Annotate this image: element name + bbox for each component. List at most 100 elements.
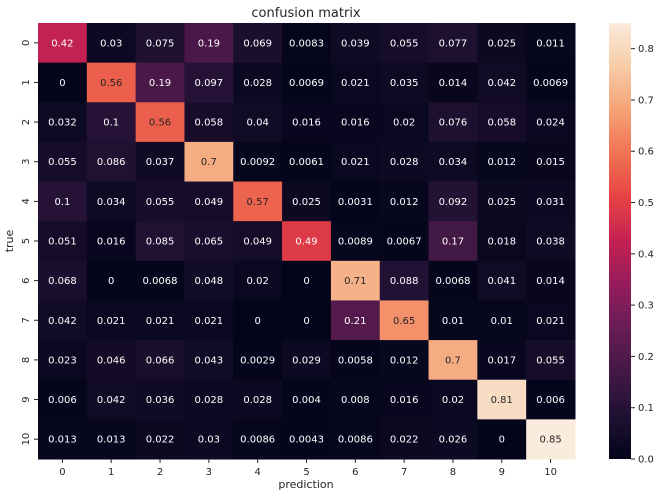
cell-label-10-9: 0	[499, 435, 505, 446]
cell-7-9	[477, 300, 527, 341]
cell-label-5-1: 0.016	[97, 237, 126, 248]
cell-label-6-2: 0.0068	[143, 276, 178, 287]
x-tick-label-8: 8	[450, 467, 456, 478]
x-tick-label-6: 6	[352, 467, 358, 478]
cell-5-2	[135, 221, 185, 262]
cell-label-3-8: 0.034	[439, 157, 468, 168]
cell-6-6	[330, 260, 381, 301]
colorbar-tick-label-7: 0.7	[638, 95, 654, 106]
x-tick-label-7: 7	[401, 467, 407, 478]
cell-10-4	[233, 419, 283, 460]
cell-2-2	[135, 102, 185, 143]
cell-label-8-0: 0.023	[48, 355, 77, 366]
cell-label-7-2: 0.021	[146, 316, 175, 327]
cell-label-5-7: 0.0067	[387, 237, 422, 248]
cell-7-2	[135, 300, 185, 341]
cell-label-2-4: 0.04	[247, 118, 269, 129]
cell-8-6	[330, 340, 381, 381]
cell-7-0	[38, 300, 88, 341]
cell-6-1	[86, 260, 137, 301]
cell-label-2-9: 0.058	[487, 118, 516, 129]
cell-1-1	[86, 62, 137, 103]
cell-3-1	[86, 141, 137, 183]
cell-label-8-5: 0.029	[292, 355, 321, 366]
cell-7-3	[184, 300, 234, 341]
cell-9-4	[233, 379, 283, 420]
x-axis: 0 1 2 3 4 5 6 7 8 9 10	[59, 459, 557, 478]
cell-0-10	[526, 23, 576, 64]
cell-0-0	[38, 23, 88, 64]
cell-7-1	[86, 300, 137, 341]
cell-label-1-9: 0.042	[487, 78, 516, 89]
cell-label-7-1: 0.021	[97, 316, 126, 327]
cell-2-7	[379, 102, 430, 143]
cell-8-5	[282, 340, 332, 381]
cell-8-1	[86, 340, 137, 381]
cell-label-0-0: 0.42	[51, 38, 73, 49]
cell-label-2-5: 0.016	[292, 118, 321, 129]
cell-6-0	[38, 260, 88, 301]
cell-5-5	[282, 221, 332, 262]
cell-10-5	[282, 419, 332, 460]
y-tick-label-4: 4	[21, 198, 32, 204]
cell-0-2	[135, 23, 185, 64]
cell-2-4	[233, 102, 283, 143]
cell-4-4	[233, 181, 283, 222]
colorbar-tick-label-3: 0.3	[638, 301, 654, 312]
cell-label-8-4: 0.0029	[240, 355, 275, 366]
cell-3-6	[330, 141, 381, 183]
cell-label-9-9: 0.81	[491, 395, 513, 406]
cell-9-0	[38, 379, 88, 420]
cell-label-4-2: 0.055	[146, 197, 175, 208]
cell-label-4-9: 0.025	[487, 197, 516, 208]
cell-5-0	[38, 221, 88, 262]
cell-2-1	[86, 102, 137, 143]
x-tick-label-9: 9	[499, 467, 505, 478]
cell-1-5	[282, 62, 332, 103]
cell-1-6	[330, 62, 381, 103]
cell-label-10-10: 0.85	[539, 435, 561, 446]
cell-label-7-8: 0.01	[442, 316, 464, 327]
cell-label-9-10: 0.006	[536, 395, 565, 406]
cell-label-7-7: 0.65	[393, 316, 415, 327]
cell-label-4-10: 0.031	[536, 197, 565, 208]
cell-5-8	[428, 221, 478, 262]
cell-0-6	[330, 23, 381, 64]
cell-8-7	[379, 340, 430, 381]
y-tick-label-3: 3	[21, 159, 32, 165]
cell-label-7-10: 0.021	[536, 316, 565, 327]
cell-9-6	[330, 379, 381, 420]
x-tick-label-3: 3	[206, 467, 212, 478]
cell-3-0	[38, 141, 88, 183]
cell-label-0-8: 0.077	[439, 38, 468, 49]
x-axis-label: prediction	[278, 478, 333, 491]
y-axis: 0 1 2 3 4 5 6 7 8 9 10	[21, 40, 38, 446]
cell-4-1	[86, 181, 137, 222]
cell-2-6	[330, 102, 381, 143]
y-tick-label-7: 7	[21, 317, 32, 323]
x-tick-label-0: 0	[59, 467, 65, 478]
cell-label-1-7: 0.035	[390, 78, 419, 89]
cell-label-3-9: 0.012	[487, 157, 516, 168]
cell-label-6-6: 0.71	[344, 276, 366, 287]
cell-4-2	[135, 181, 185, 222]
cell-label-2-6: 0.016	[341, 118, 370, 129]
cell-label-6-5: 0	[303, 276, 309, 287]
cell-label-4-5: 0.025	[292, 197, 321, 208]
cell-label-0-6: 0.039	[341, 38, 370, 49]
y-axis-label: true	[3, 229, 16, 252]
cell-label-9-6: 0.008	[341, 395, 370, 406]
cell-label-5-4: 0.049	[243, 237, 272, 248]
cell-label-5-9: 0.018	[487, 237, 516, 248]
cell-label-3-0: 0.055	[48, 157, 77, 168]
cell-7-5	[282, 300, 332, 341]
cell-label-9-5: 0.004	[292, 395, 321, 406]
cell-10-2	[135, 419, 185, 460]
cell-6-4	[233, 260, 283, 301]
cell-label-3-6: 0.021	[341, 157, 370, 168]
cell-0-3	[184, 23, 234, 64]
cell-4-7	[379, 181, 430, 222]
cell-6-8	[428, 260, 478, 301]
cell-label-3-3: 0.7	[201, 157, 217, 168]
cell-label-7-4: 0	[254, 316, 260, 327]
